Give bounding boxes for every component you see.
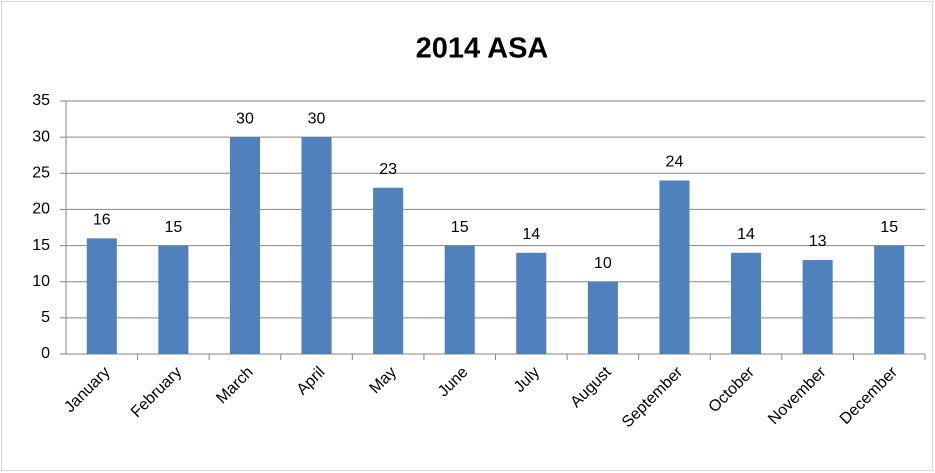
data-label: 14	[737, 226, 755, 243]
y-tick-label: 15	[32, 237, 50, 254]
bar	[731, 252, 762, 354]
data-label: 15	[164, 219, 182, 236]
data-label: 13	[809, 233, 827, 250]
data-label: 14	[522, 226, 540, 243]
bar	[158, 245, 189, 354]
bar	[86, 238, 117, 354]
y-tick-label: 30	[32, 128, 50, 145]
data-label: 30	[308, 110, 326, 127]
bar	[373, 187, 404, 354]
data-label: 15	[880, 219, 898, 236]
chart-title: 2014 ASA	[416, 33, 549, 65]
bar	[444, 245, 475, 354]
data-label: 24	[666, 154, 684, 171]
bar	[516, 252, 547, 354]
data-label: 10	[594, 255, 612, 272]
y-tick-label: 0	[41, 345, 50, 362]
data-label: 15	[451, 219, 469, 236]
y-tick-label: 20	[32, 201, 50, 218]
bar	[659, 180, 690, 354]
data-label: 30	[236, 110, 254, 127]
y-tick-label: 35	[32, 92, 50, 109]
y-tick-label: 5	[41, 309, 50, 326]
bar	[802, 260, 833, 354]
bar	[587, 281, 618, 354]
bar	[301, 137, 332, 354]
data-label: 23	[379, 161, 397, 178]
bar	[229, 137, 260, 354]
y-tick-label: 10	[32, 273, 50, 290]
data-label: 16	[93, 212, 111, 229]
y-tick-label: 25	[32, 165, 50, 182]
bar	[874, 245, 905, 354]
